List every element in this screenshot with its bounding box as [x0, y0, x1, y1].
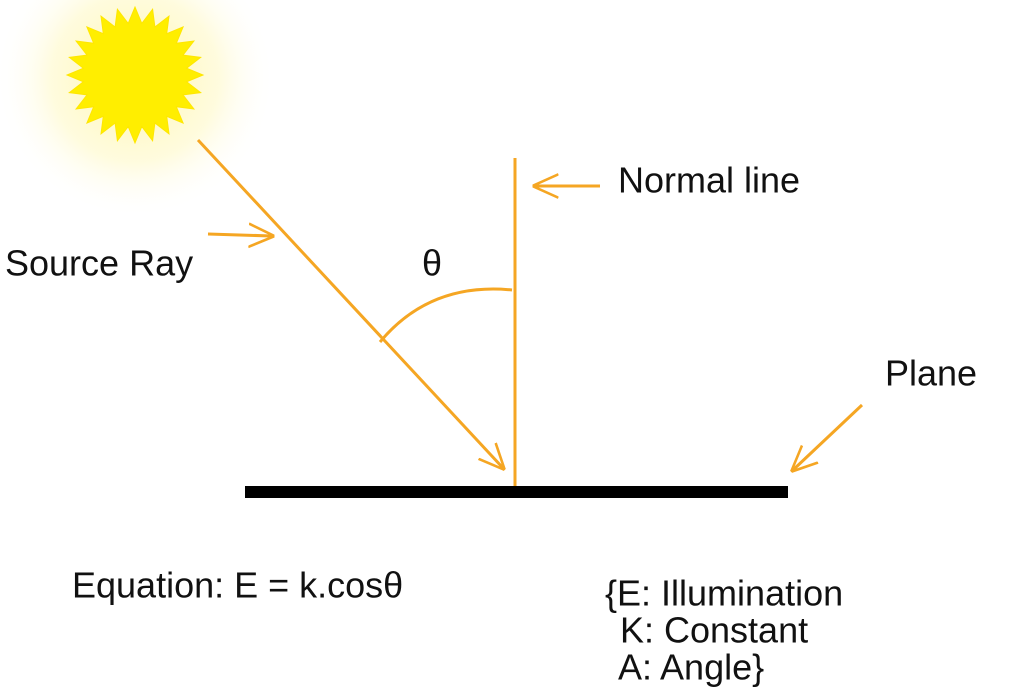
legend-line: {E: Illumination	[605, 573, 843, 614]
sun	[65, 5, 205, 145]
plane-label: Plane	[885, 353, 977, 394]
source-arrow	[207, 234, 272, 236]
source-label: Source Ray	[5, 243, 193, 284]
equation: Equation: E = k.cosθ	[72, 565, 403, 606]
legend-line: K: Constant	[620, 610, 808, 651]
source-ray	[196, 138, 503, 468]
angle-arc	[378, 287, 513, 343]
angle-label: θ	[422, 243, 442, 284]
plane	[245, 486, 788, 498]
legend-line: A: Angle}	[618, 647, 764, 688]
normal-label: Normal line	[618, 160, 800, 201]
plane-arrow	[793, 403, 864, 470]
